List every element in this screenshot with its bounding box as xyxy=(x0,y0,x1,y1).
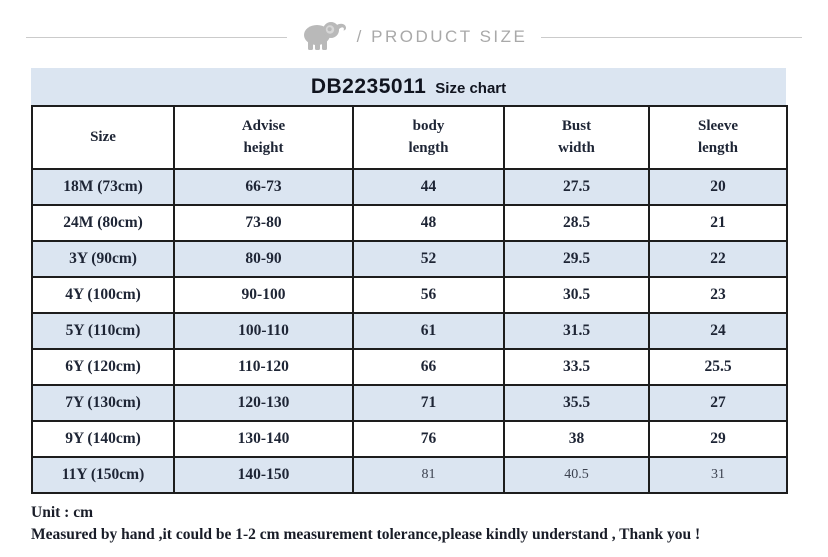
cell-advise-height: 100-110 xyxy=(173,312,354,350)
cell-sleeve-length: 25.5 xyxy=(648,348,788,386)
cell-size: 3Y (90cm) xyxy=(31,240,175,278)
elephant-icon xyxy=(301,19,347,56)
size-chart-label: Size chart xyxy=(435,80,507,97)
table-row: 3Y (90cm) 80-90 52 29.5 22 xyxy=(31,240,788,278)
column-header-sleeve-length: Sleeve length xyxy=(648,105,788,170)
brand-logo-group: / PRODUCT SIZE xyxy=(301,19,528,56)
cell-sleeve-length: 29 xyxy=(648,420,788,458)
cell-advise-height: 80-90 xyxy=(173,240,354,278)
cell-body-length: 52 xyxy=(352,240,505,278)
cell-bust-width: 29.5 xyxy=(503,240,650,278)
cell-advise-height: 130-140 xyxy=(173,420,354,458)
table-row: 18M (73cm) 66-73 44 27.5 20 xyxy=(31,168,788,206)
column-header-advise-height: Advise height xyxy=(173,105,354,170)
header-right-rule xyxy=(541,36,803,38)
tolerance-note: Measured by hand ,it could be 1-2 cm mea… xyxy=(31,526,701,543)
cell-size: 18M (73cm) xyxy=(31,168,175,206)
cell-size: 24M (80cm) xyxy=(31,204,175,242)
size-chart-title-bar: DB2235011 Size chart xyxy=(31,68,786,105)
cell-body-length: 71 xyxy=(352,384,505,422)
cell-advise-height: 66-73 xyxy=(173,168,354,206)
cell-body-length: 76 xyxy=(352,420,505,458)
table-row: 24M (80cm) 73-80 48 28.5 21 xyxy=(31,204,788,242)
cell-body-length: 44 xyxy=(352,168,505,206)
cell-bust-width: 38 xyxy=(503,420,650,458)
column-header-size: Size xyxy=(31,105,175,170)
table-header-row: Size Advise height body length Bust widt… xyxy=(31,105,788,170)
table-row: 4Y (100cm) 90-100 56 30.5 23 xyxy=(31,276,788,314)
column-header-body-length: body length xyxy=(352,105,505,170)
cell-body-length: 61 xyxy=(352,312,505,350)
cell-advise-height: 90-100 xyxy=(173,276,354,314)
cell-bust-width: 31.5 xyxy=(503,312,650,350)
table-row: 7Y (130cm) 120-130 71 35.5 27 xyxy=(31,384,788,422)
table-row: 6Y (120cm) 110-120 66 33.5 25.5 xyxy=(31,348,788,386)
table-row: 9Y (140cm) 130-140 76 38 29 xyxy=(31,420,788,458)
cell-size: 5Y (110cm) xyxy=(31,312,175,350)
cell-bust-width: 28.5 xyxy=(503,204,650,242)
page-header: / PRODUCT SIZE xyxy=(26,19,803,56)
cell-body-length: 66 xyxy=(352,348,505,386)
size-table-body: 18M (73cm) 66-73 44 27.5 20 24M (80cm) 73-80 48… xyxy=(31,168,788,494)
cell-size: 11Y (150cm) xyxy=(31,456,175,494)
cell-body-length: 48 xyxy=(352,204,505,242)
cell-sleeve-length: 21 xyxy=(648,204,788,242)
footnotes: Unit : cm Measured by hand ,it could be … xyxy=(31,503,828,546)
cell-sleeve-length: 27 xyxy=(648,384,788,422)
unit-note: Unit : cm xyxy=(31,504,93,521)
cell-bust-width: 40.5 xyxy=(503,456,650,494)
cell-sleeve-length: 23 xyxy=(648,276,788,314)
cell-size: 6Y (120cm) xyxy=(31,348,175,386)
cell-size: 9Y (140cm) xyxy=(31,420,175,458)
cell-advise-height: 120-130 xyxy=(173,384,354,422)
size-chart-table: Size Advise height body length Bust widt… xyxy=(31,105,788,494)
cell-body-length: 56 xyxy=(352,276,505,314)
product-code: DB2235011 xyxy=(310,74,427,98)
cell-sleeve-length: 22 xyxy=(648,240,788,278)
page-header-title: / PRODUCT SIZE xyxy=(356,27,528,46)
cell-size: 4Y (100cm) xyxy=(31,276,175,314)
cell-advise-height: 73-80 xyxy=(173,204,354,242)
cell-bust-width: 35.5 xyxy=(503,384,650,422)
cell-sleeve-length: 20 xyxy=(648,168,788,206)
table-row: 5Y (110cm) 100-110 61 31.5 24 xyxy=(31,312,788,350)
cell-advise-height: 140-150 xyxy=(173,456,354,494)
cell-size: 7Y (130cm) xyxy=(31,384,175,422)
column-header-bust-width: Bust width xyxy=(503,105,650,170)
header-left-rule xyxy=(26,36,287,38)
cell-body-length: 81 xyxy=(352,456,505,494)
table-row: 11Y (150cm) 140-150 81 40.5 31 xyxy=(31,456,788,494)
cell-bust-width: 27.5 xyxy=(503,168,650,206)
cell-bust-width: 33.5 xyxy=(503,348,650,386)
cell-sleeve-length: 31 xyxy=(648,456,788,494)
cell-bust-width: 30.5 xyxy=(503,276,650,314)
cell-advise-height: 110-120 xyxy=(173,348,354,386)
cell-sleeve-length: 24 xyxy=(648,312,788,350)
